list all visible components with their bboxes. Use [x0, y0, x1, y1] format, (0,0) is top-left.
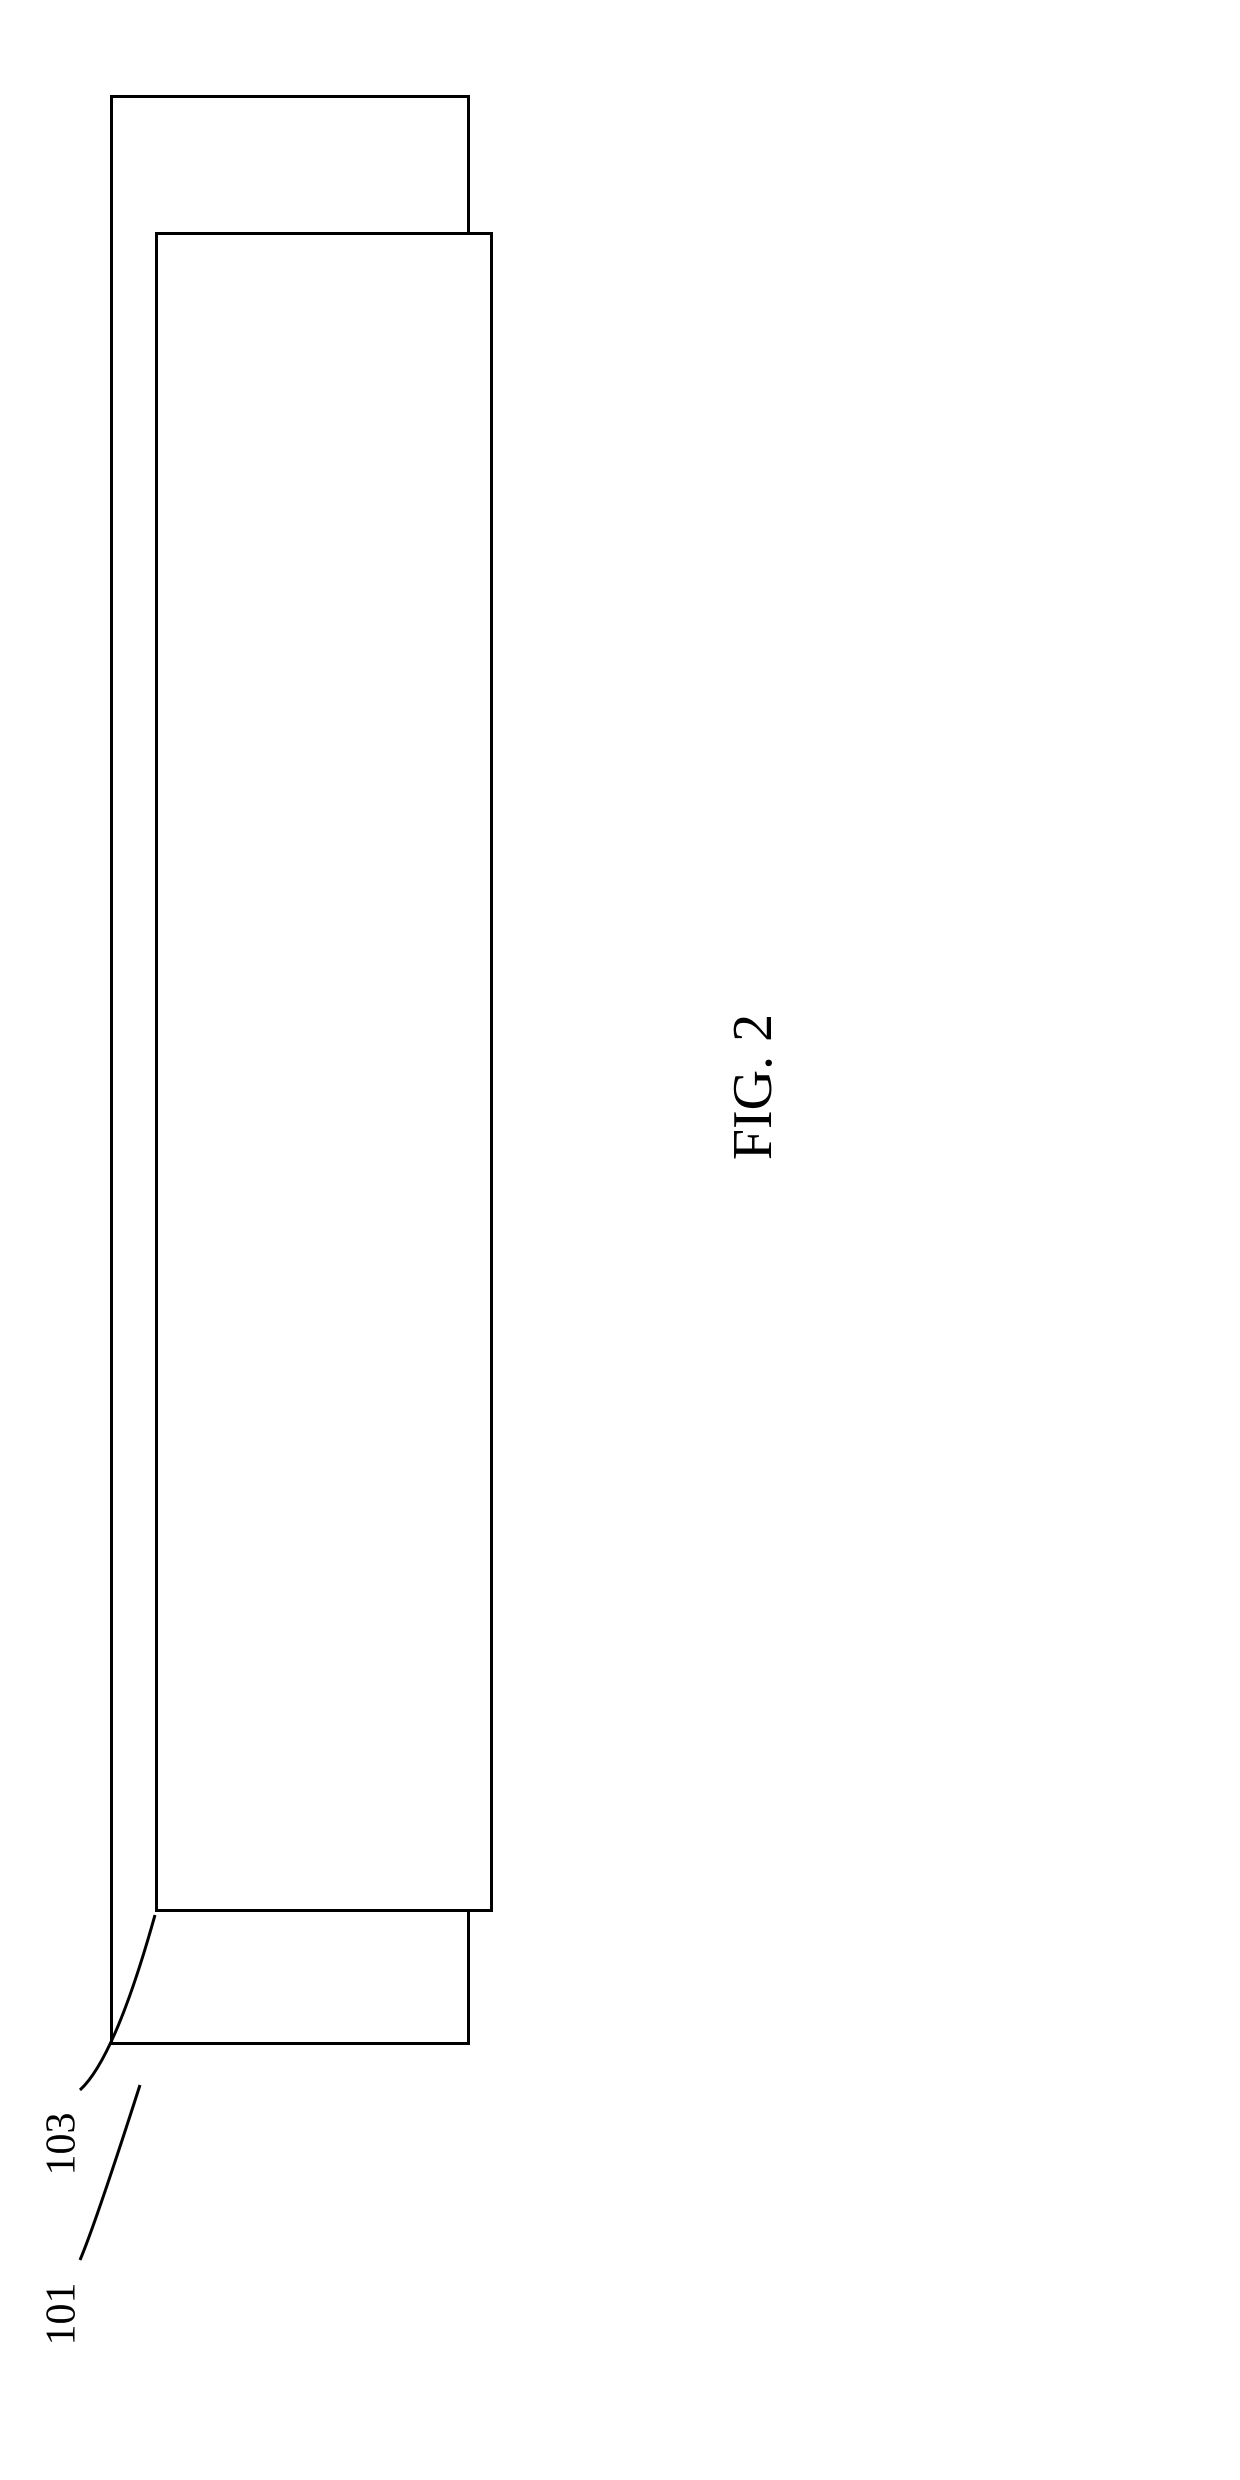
leader-101	[0, 0, 1240, 2480]
figure-caption: FIG. 2	[721, 1014, 785, 1160]
reference-label-101: 101	[38, 2283, 86, 2346]
caption-text: FIG. 2	[722, 1014, 784, 1160]
label-text: 103	[39, 2113, 85, 2176]
diagram-canvas: 103 101 FIG. 2	[0, 0, 1240, 2480]
label-text: 101	[39, 2283, 85, 2346]
reference-label-103: 103	[38, 2113, 86, 2176]
